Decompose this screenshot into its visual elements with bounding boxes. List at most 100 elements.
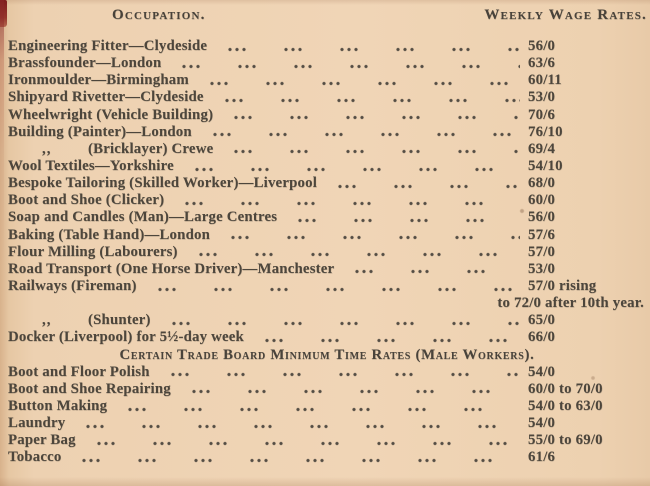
section-heading-text: Certain Trade Board Minimum Time Rates (… xyxy=(119,346,535,363)
table-row: Soap and Candles (Man)—Large Centres 56/… xyxy=(8,209,646,227)
rate-cell: 60/0 to 70/0 xyxy=(528,380,603,397)
dot-leader xyxy=(119,397,520,416)
table-row: Tobacco 61/6 xyxy=(8,449,646,467)
rate-cell: 61/6 xyxy=(528,449,556,466)
occupation-cell: Boot and Shoe (Clicker) xyxy=(8,192,165,209)
page-edge-shading xyxy=(0,0,4,270)
occupation-cell: Engineering Fitter—Clydeside xyxy=(8,38,208,54)
dot-leader xyxy=(222,226,520,244)
table-row: Boot and Shoe (Clicker) 60/0 xyxy=(8,192,646,210)
occupation-cell: Road Transport (One Horse Driver)—Manche… xyxy=(8,260,335,277)
dot-leader xyxy=(225,140,520,158)
rate-cell: 63/6 xyxy=(528,55,556,72)
dot-leader xyxy=(329,175,520,193)
column-header-rates: Weekly Wage Rates. xyxy=(484,7,647,23)
rate-cell: 60/0 xyxy=(528,192,556,209)
table-row: Railways (Fireman) 57/0 rising xyxy=(8,277,646,296)
occupation-cell: Button Making xyxy=(8,397,108,414)
occupation-cell: Railways (Fireman) xyxy=(8,277,137,294)
table-row: Shipyard Rivetter—Clydeside 53/0 xyxy=(8,89,646,107)
table-row: Ironmoulder—Birmingham 60/11 xyxy=(8,72,646,90)
rate-cell: 57/0 xyxy=(528,243,556,260)
occupation-cell: Wool Textiles—Yorkshire xyxy=(8,157,174,174)
occupation-cell: Tobacco xyxy=(8,449,62,466)
continuation-text: to 72/0 after 10th year. xyxy=(497,295,644,312)
dot-leader xyxy=(225,106,520,124)
occupation-cell: (Shunter) xyxy=(88,312,151,329)
table-row: Wool Textiles—Yorkshire 54/10 xyxy=(8,157,646,176)
rate-cell: 53/0 xyxy=(528,260,556,277)
rate-cell: 56/0 xyxy=(528,209,556,226)
rate-cell: 54/0 xyxy=(528,415,556,432)
rate-cell: 65/0 xyxy=(528,312,556,329)
occupation-cell: Baking (Table Hand)—London xyxy=(8,226,211,243)
column-header-occupation: Occupation. xyxy=(112,7,206,23)
dot-leader xyxy=(162,312,520,330)
ditto-mark: ,, xyxy=(42,140,52,157)
table-row: Building (Painter)—London 76/10 xyxy=(8,123,646,141)
table-row: Road Transport (One Horse Driver)—Manche… xyxy=(8,260,646,278)
dot-leader xyxy=(185,157,520,176)
occupation-cell: Wheelwright (Vehicle Building) xyxy=(8,106,214,123)
rate-cell: 69/4 xyxy=(528,140,556,157)
table-row: Baking (Table Hand)—London 57/6 xyxy=(8,226,646,244)
occupation-cell: Ironmoulder—Birmingham xyxy=(8,72,189,89)
occupation-cell: Paper Bag xyxy=(8,432,76,449)
table-row: Flour Milling (Labourers) 57/0 xyxy=(8,243,646,261)
rate-cell: 57/0 rising xyxy=(528,277,597,294)
rate-cell: 54/0 to 63/0 xyxy=(528,397,603,414)
occupation-cell: (Bricklayer) Crewe xyxy=(88,140,214,157)
dot-leader xyxy=(219,38,520,56)
rate-cell: 56/0 xyxy=(528,38,556,54)
wage-table: Engineering Fitter—Clydeside 56/0 Brassf… xyxy=(8,38,646,467)
table-row: Paper Bag 55/0 to 69/0 xyxy=(8,432,646,450)
rate-cell: 60/11 xyxy=(528,72,562,89)
occupation-cell: Brassfounder—London xyxy=(8,55,162,72)
table-row: Boot and Floor Polish 54/0 xyxy=(8,363,646,381)
dot-leader xyxy=(215,89,520,107)
table-row: ,, (Shunter) 65/0 xyxy=(8,312,646,330)
occupation-cell: Flour Milling (Labourers) xyxy=(8,243,178,260)
dot-leader xyxy=(200,72,520,90)
ditto-mark: ,, xyxy=(42,312,52,329)
rate-cell: 66/0 xyxy=(528,329,556,346)
dot-leader xyxy=(203,123,520,141)
dot-leader xyxy=(189,243,520,261)
table-header: Occupation. Weekly Wage Rates. xyxy=(0,7,650,24)
dot-leader xyxy=(255,329,520,347)
red-binding-mark xyxy=(0,0,7,27)
rate-cell: 54/10 xyxy=(528,157,563,174)
rate-cell: 76/10 xyxy=(528,123,563,140)
table-row: Docker (Liverpool) for 5½-day week 66/0 xyxy=(8,329,646,347)
rate-cell: 70/6 xyxy=(528,106,556,123)
table-row: Boot and Shoe Repairing 60/0 to 70/0 xyxy=(8,380,646,398)
occupation-cell: Laundry xyxy=(8,415,66,432)
section-heading: Certain Trade Board Minimum Time Rates (… xyxy=(8,347,646,364)
table-row: Wheelwright (Vehicle Building) 70/6 xyxy=(8,106,646,124)
dot-leader xyxy=(173,55,520,73)
table-row: Brassfounder—London 63/6 xyxy=(8,55,646,73)
dot-leader xyxy=(346,260,520,278)
rate-cell: 55/0 to 69/0 xyxy=(528,432,603,449)
table-row-continuation: to 72/0 after 10th year. xyxy=(8,295,646,312)
rate-cell: 68/0 xyxy=(528,175,556,192)
occupation-cell: Bespoke Tailoring (Skilled Worker)—Liver… xyxy=(8,175,318,192)
table-row: Bespoke Tailoring (Skilled Worker)—Liver… xyxy=(8,175,646,193)
dot-leader xyxy=(182,380,520,398)
table-row: Button Making 54/0 to 63/0 xyxy=(8,397,646,416)
occupation-cell: Building (Painter)—London xyxy=(8,123,192,140)
dot-leader xyxy=(77,415,520,433)
rate-cell: 53/0 xyxy=(528,89,556,106)
occupation-cell: Boot and Shoe Repairing xyxy=(8,380,171,397)
occupation-cell: Docker (Liverpool) for 5½-day week xyxy=(8,329,244,346)
dot-leader xyxy=(289,209,520,227)
table-row: Laundry 54/0 xyxy=(8,415,646,433)
dot-leader xyxy=(161,363,520,381)
dot-leader xyxy=(87,432,520,450)
dot-leader xyxy=(176,192,520,210)
dot-leader xyxy=(148,277,520,296)
table-row: ,, (Bricklayer) Crewe 69/4 xyxy=(8,140,646,158)
dot-leader xyxy=(73,449,520,467)
table-row: Engineering Fitter—Clydeside 56/0 xyxy=(8,38,646,56)
